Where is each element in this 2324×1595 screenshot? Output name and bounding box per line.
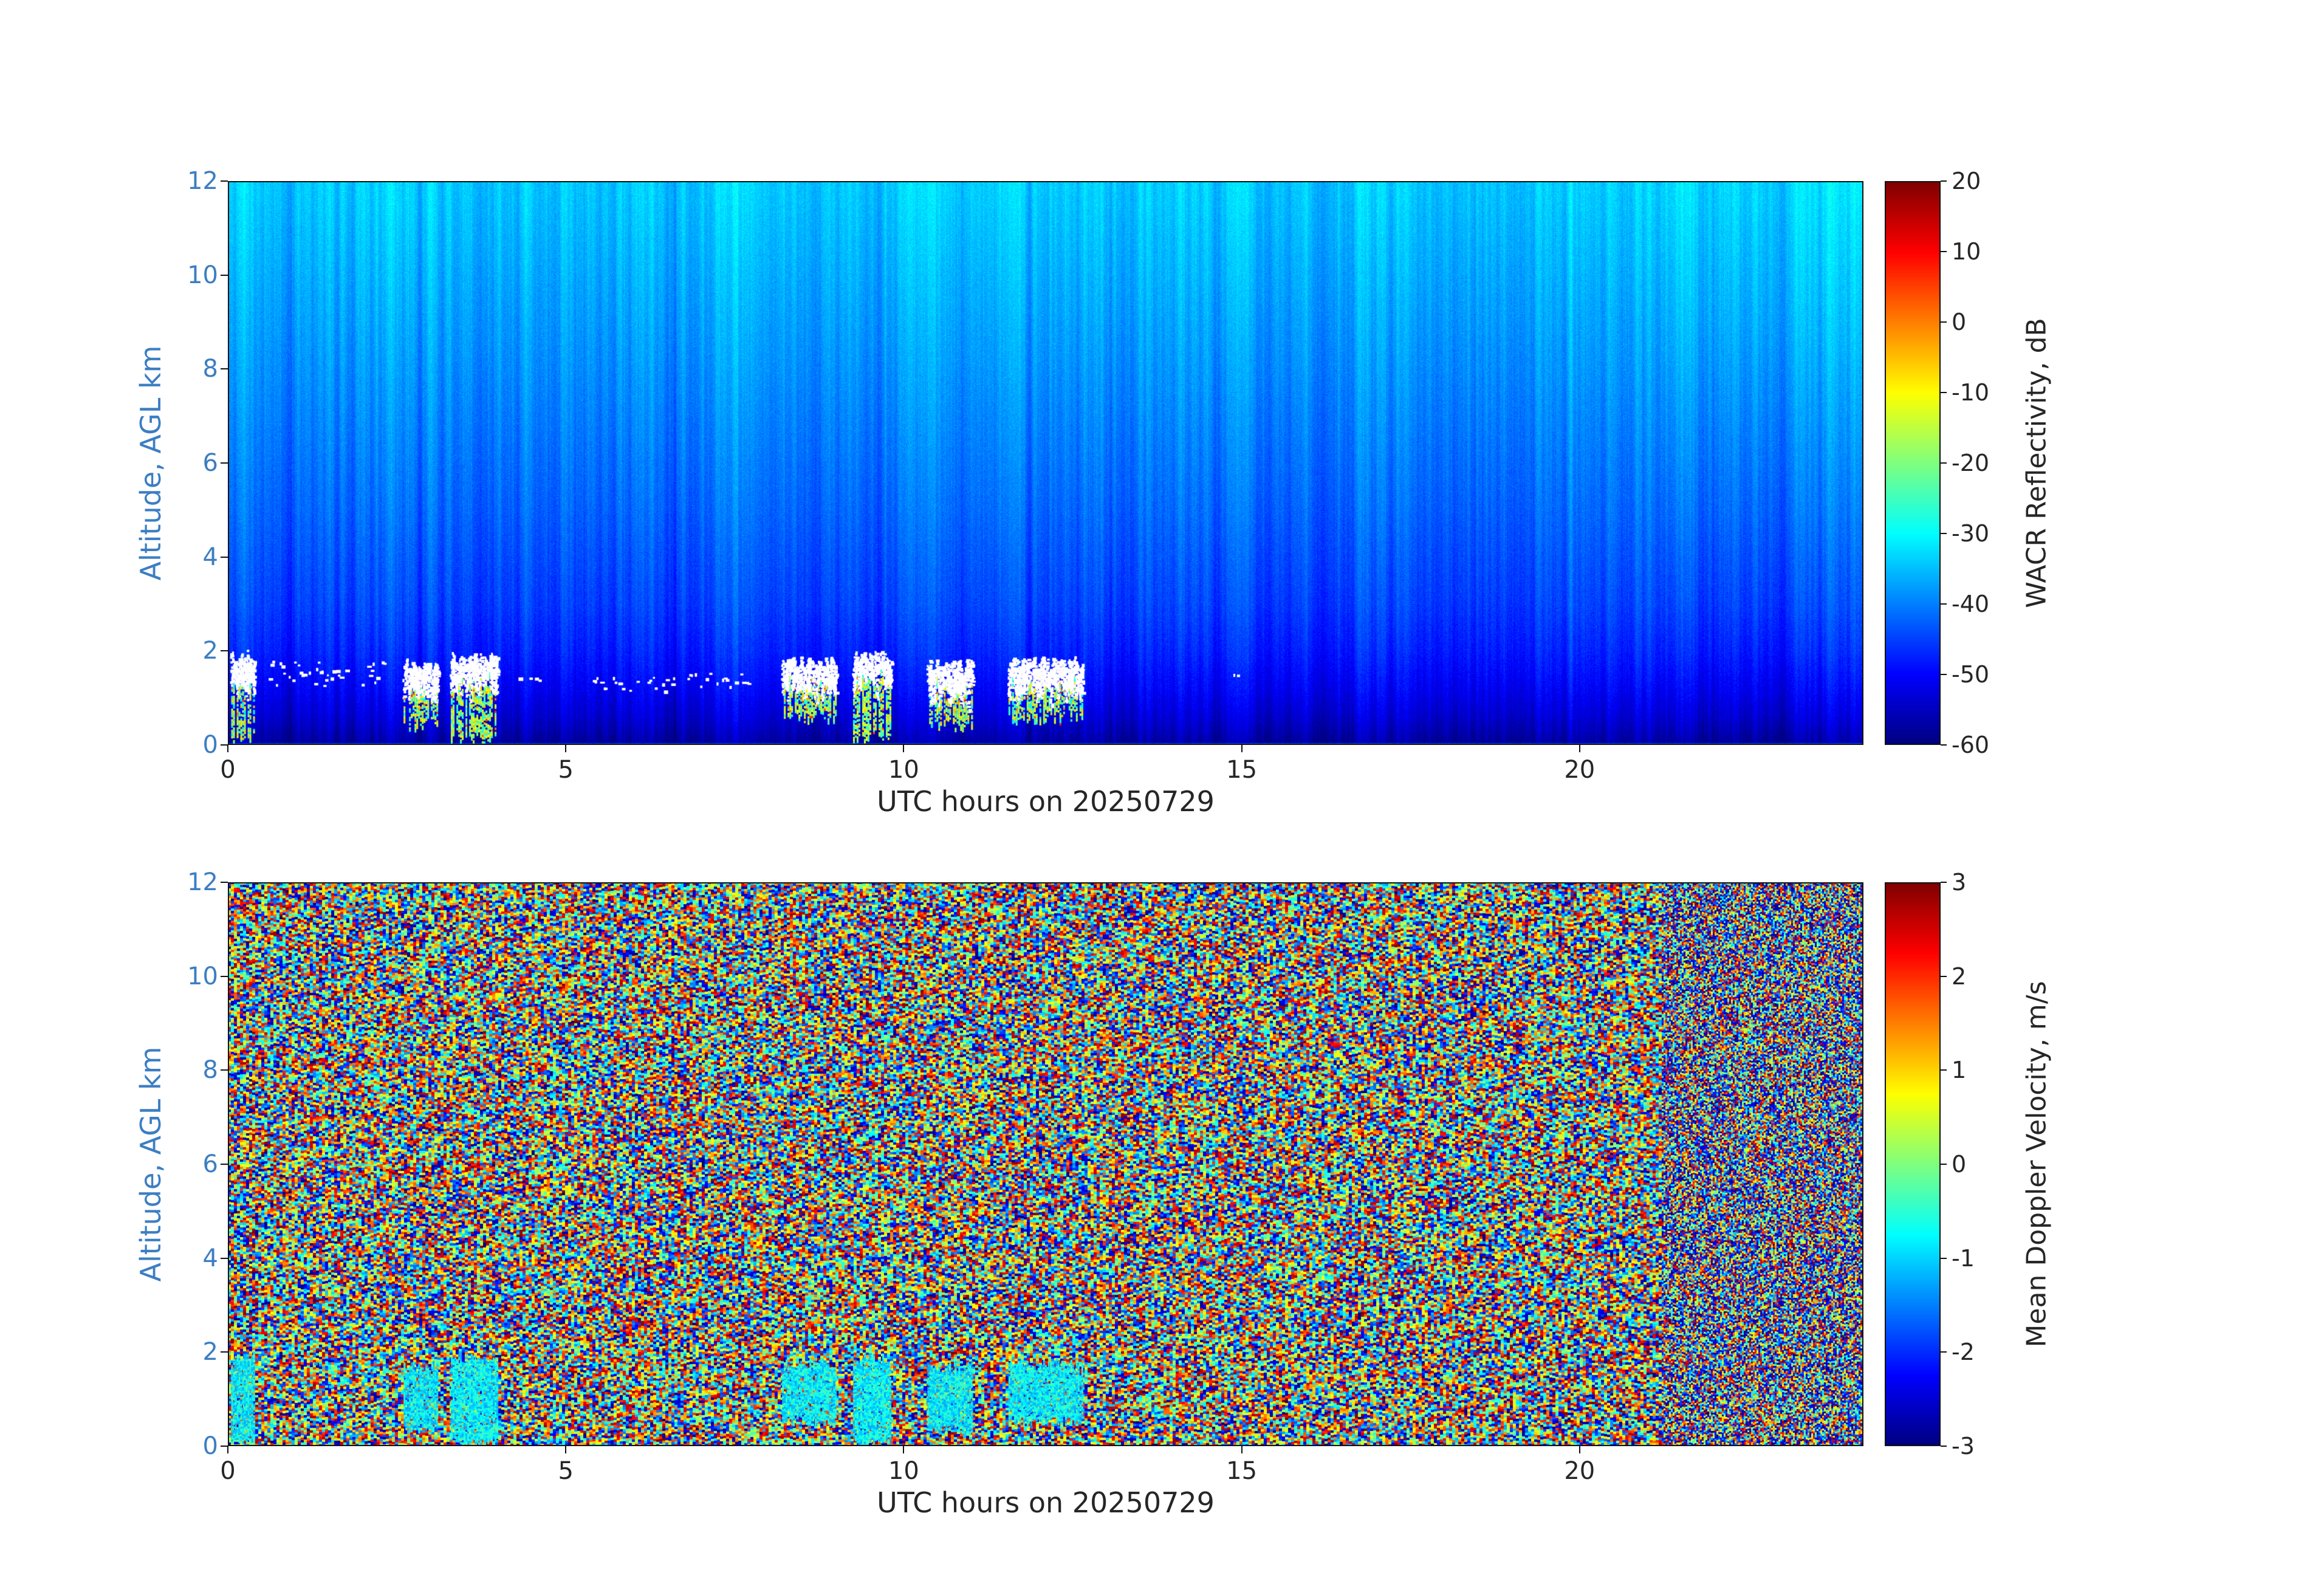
- velocity-colorbar-label: Mean Doppler Velocity, m/s: [2021, 981, 2052, 1348]
- colorbar-tick-mark: [1941, 533, 1947, 534]
- colorbar-tick-mark: [1941, 251, 1947, 252]
- velocity-xaxis-label: UTC hours on 20250729: [877, 1486, 1215, 1519]
- colorbar-tick-label: 3: [1952, 869, 1967, 896]
- x-tick-label: 15: [1226, 1457, 1258, 1485]
- colorbar-tick-label: 10: [1952, 238, 1981, 265]
- y-tick-label: 6: [202, 449, 218, 477]
- colorbar-tick-mark: [1941, 1351, 1947, 1353]
- x-tick-mark: [1578, 745, 1580, 752]
- x-tick-mark: [1241, 745, 1243, 752]
- y-tick-label: 2: [202, 637, 218, 665]
- colorbar-tick-mark: [1941, 462, 1947, 464]
- colorbar-tick-label: -60: [1952, 732, 1990, 758]
- colorbar-tick-mark: [1941, 1446, 1947, 1447]
- y-tick-mark: [221, 274, 228, 276]
- colorbar-tick-mark: [1941, 1164, 1947, 1165]
- y-tick-mark: [221, 1257, 228, 1259]
- colorbar-tick-mark: [1941, 603, 1947, 605]
- colorbar-tick-mark: [1941, 882, 1947, 883]
- velocity-heatmap-canvas: [228, 882, 1863, 1446]
- y-tick-label: 0: [202, 1432, 218, 1460]
- y-tick-mark: [221, 1351, 228, 1353]
- y-tick-label: 8: [202, 355, 218, 383]
- x-tick-mark: [227, 745, 228, 752]
- x-tick-label: 10: [888, 756, 919, 784]
- x-tick-label: 0: [220, 756, 236, 784]
- velocity-colorbar-canvas: [1885, 882, 1941, 1446]
- reflectivity-colorbar-label: WACR Reflectivity, dB: [2021, 318, 2052, 608]
- y-tick-mark: [221, 462, 228, 464]
- colorbar-tick-label: 0: [1952, 1151, 1967, 1178]
- x-tick-mark: [903, 1446, 905, 1453]
- y-tick-mark: [221, 650, 228, 652]
- x-tick-label: 20: [1564, 1457, 1596, 1485]
- colorbar-tick-label: -1: [1952, 1244, 1975, 1272]
- y-tick-mark: [221, 180, 228, 182]
- y-tick-label: 4: [202, 1244, 218, 1272]
- x-tick-mark: [1578, 1446, 1580, 1453]
- y-tick-label: 8: [202, 1056, 218, 1085]
- x-tick-mark: [1241, 1446, 1243, 1453]
- x-tick-mark: [565, 745, 567, 752]
- y-tick-mark: [221, 744, 228, 746]
- x-tick-mark: [903, 745, 905, 752]
- colorbar-tick-label: -10: [1952, 379, 1990, 406]
- colorbar-tick-label: 0: [1952, 309, 1967, 335]
- colorbar-tick-mark: [1941, 975, 1947, 977]
- colorbar-tick-label: -20: [1952, 450, 1990, 476]
- colorbar-tick-mark: [1941, 744, 1947, 746]
- y-tick-mark: [221, 1446, 228, 1447]
- y-tick-label: 10: [187, 261, 218, 289]
- y-tick-label: 12: [187, 868, 218, 896]
- colorbar-tick-mark: [1941, 180, 1947, 182]
- y-tick-mark: [221, 1069, 228, 1071]
- x-tick-label: 15: [1226, 756, 1258, 784]
- colorbar-tick-mark: [1941, 674, 1947, 675]
- x-tick-label: 10: [888, 1457, 919, 1485]
- colorbar-tick-label: -40: [1952, 591, 1990, 617]
- colorbar-tick-label: 2: [1952, 962, 1967, 990]
- y-tick-mark: [221, 882, 228, 883]
- colorbar-tick-mark: [1941, 1257, 1947, 1259]
- x-tick-label: 20: [1564, 756, 1596, 784]
- y-tick-label: 12: [187, 167, 218, 195]
- colorbar-tick-mark: [1941, 1069, 1947, 1071]
- colorbar-tick-mark: [1941, 392, 1947, 393]
- colorbar-tick-label: 1: [1952, 1057, 1967, 1084]
- reflectivity-heatmap-canvas: [228, 181, 1863, 745]
- y-tick-mark: [221, 975, 228, 977]
- colorbar-tick-label: -2: [1952, 1339, 1975, 1366]
- reflectivity-colorbar-canvas: [1885, 181, 1941, 745]
- colorbar-tick-label: -3: [1952, 1433, 1975, 1460]
- x-tick-mark: [565, 1446, 567, 1453]
- y-tick-label: 10: [187, 962, 218, 990]
- y-tick-label: 4: [202, 543, 218, 571]
- colorbar-tick-label: -50: [1952, 661, 1990, 688]
- y-tick-mark: [221, 368, 228, 370]
- colorbar-tick-label: -30: [1952, 520, 1990, 547]
- x-tick-mark: [227, 1446, 228, 1453]
- reflectivity-xaxis-label: UTC hours on 20250729: [877, 785, 1215, 818]
- y-tick-label: 0: [202, 731, 218, 759]
- y-tick-mark: [221, 1164, 228, 1165]
- colorbar-tick-mark: [1941, 321, 1947, 323]
- x-tick-label: 5: [558, 756, 574, 784]
- y-tick-label: 2: [202, 1338, 218, 1367]
- x-tick-label: 0: [220, 1457, 236, 1485]
- y-tick-mark: [221, 556, 228, 558]
- x-tick-label: 5: [558, 1457, 574, 1485]
- colorbar-tick-label: 20: [1952, 168, 1981, 194]
- y-tick-label: 6: [202, 1150, 218, 1178]
